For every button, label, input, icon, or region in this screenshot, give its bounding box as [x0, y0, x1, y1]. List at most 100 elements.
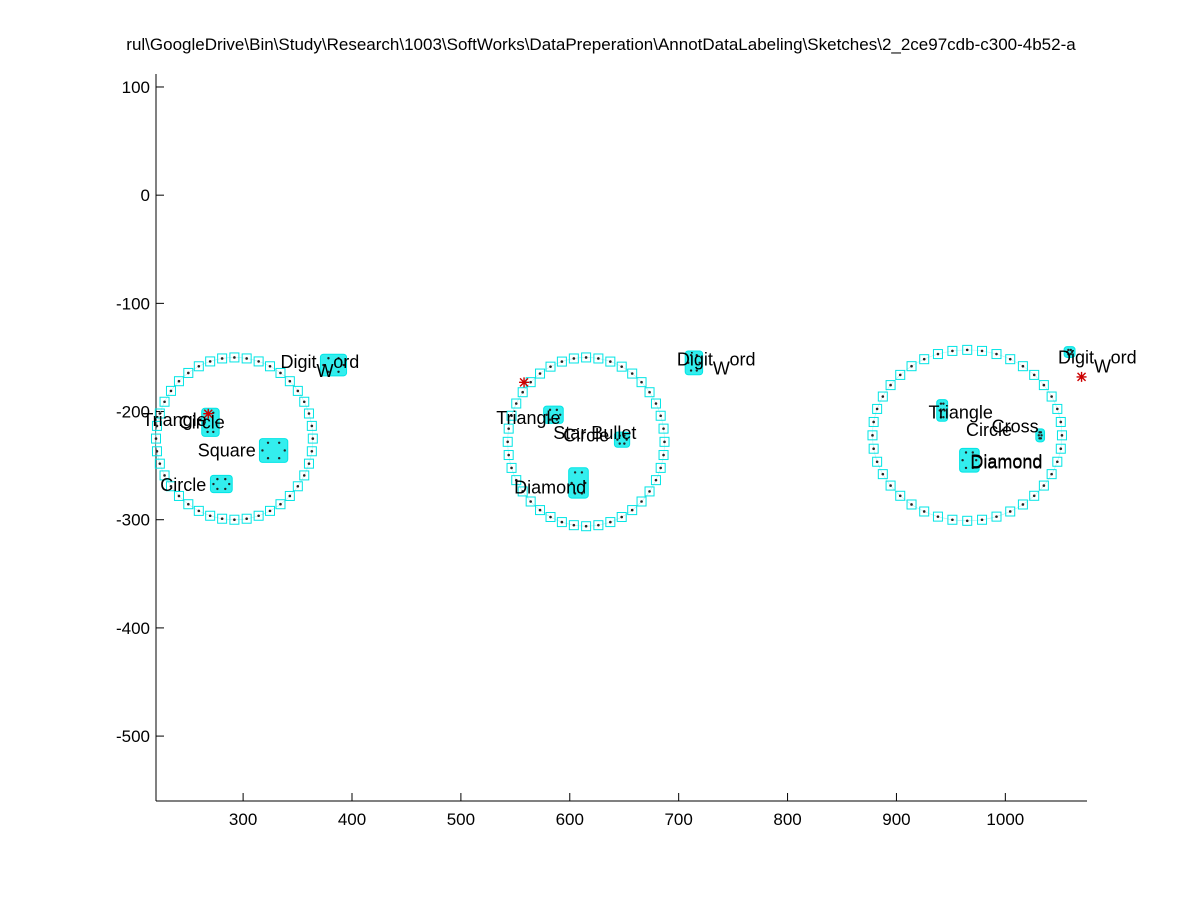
cluster-point [1040, 434, 1043, 437]
sample-marker-box [183, 499, 194, 510]
cluster-point [584, 481, 587, 485]
cluster-point [1065, 350, 1069, 354]
sample-point [169, 484, 173, 488]
sample-marker-box [650, 398, 661, 409]
sample-marker-box [605, 517, 616, 528]
sample-marker-box [253, 510, 264, 521]
sample-point [881, 395, 885, 398]
sample-marker-box [229, 514, 240, 525]
sample-marker-box [1052, 403, 1063, 414]
sample-point [871, 434, 874, 437]
sample-marker-box [877, 469, 888, 480]
sample-point [584, 524, 588, 528]
sample-point [898, 494, 902, 498]
sample-point [506, 440, 510, 444]
sample-marker-box [151, 420, 162, 431]
shape-cluster [1035, 428, 1046, 443]
sample-point [514, 478, 518, 482]
sample-marker-box [205, 356, 216, 367]
sample-marker-box [264, 505, 275, 516]
sample-marker-box [159, 470, 170, 481]
stroke-start-marker [1076, 371, 1087, 382]
sample-point [538, 372, 542, 375]
sample-point [630, 372, 634, 375]
sample-marker-box [299, 396, 310, 407]
annotation-label: DigitWord [1058, 347, 1137, 376]
shape-cluster [1063, 346, 1076, 358]
sample-marker-box [159, 396, 170, 407]
sample-point [1056, 407, 1059, 411]
sample-marker-box [581, 521, 592, 532]
sample-marker-box [636, 377, 647, 388]
sample-point [510, 414, 513, 418]
sample-marker-box [284, 376, 295, 387]
sample-point [169, 389, 173, 393]
sample-marker-box [1055, 443, 1066, 454]
y-tick-label: -300 [116, 511, 150, 530]
x-tick-label: 300 [229, 810, 257, 829]
sample-marker-box [205, 510, 216, 521]
cluster-point [623, 434, 626, 437]
sample-marker-box [284, 490, 295, 501]
sample-marker-box [154, 458, 165, 469]
sample-point [288, 379, 292, 383]
sample-marker-box [165, 385, 176, 396]
sample-marker-box [1017, 499, 1028, 510]
sample-marker-box [877, 391, 888, 402]
sample-point [521, 490, 524, 493]
annotation-label: Diamond [970, 451, 1042, 471]
shape-cluster [568, 467, 589, 499]
sample-marker-box [264, 361, 275, 372]
cluster-point [283, 449, 286, 452]
sample-point [872, 420, 875, 424]
sample-point [898, 373, 902, 377]
cluster-point [277, 441, 281, 444]
sample-point [507, 427, 510, 430]
sample-point [597, 523, 600, 527]
annotation-label: Circle [160, 475, 206, 495]
cluster-point [327, 370, 330, 373]
cluster-point [224, 477, 227, 481]
sample-point [158, 462, 162, 465]
cluster-point [216, 487, 219, 491]
sample-marker-box [165, 481, 176, 492]
sample-marker-box [1046, 469, 1057, 480]
annotation-label: DigitWord [281, 352, 360, 381]
sample-point [302, 474, 306, 477]
sample-point [560, 360, 564, 363]
sample-point [187, 502, 190, 506]
sample-point [1050, 395, 1053, 398]
sample-marker-box [655, 462, 666, 473]
sample-marker-box [872, 403, 883, 414]
cluster-point [961, 459, 964, 462]
sample-point [640, 500, 643, 503]
cluster-point [939, 416, 943, 419]
sample-point [177, 494, 181, 498]
cluster-point [695, 353, 698, 357]
cluster-point [938, 409, 941, 412]
cluster-point [971, 466, 974, 470]
cluster-point [939, 402, 943, 405]
sample-point [1042, 383, 1046, 387]
cluster-point [625, 438, 628, 441]
cluster-point [943, 409, 946, 412]
annotation-label: DigitWord [677, 350, 756, 379]
sample-point [310, 449, 314, 453]
sample-marker-box [183, 367, 194, 378]
sample-marker-box [502, 436, 513, 447]
sample-marker-box [535, 505, 546, 516]
sample-marker-box [947, 345, 958, 356]
annotation-label: Cross [992, 417, 1039, 437]
sample-marker-box [503, 450, 514, 461]
shape-cluster [319, 353, 348, 377]
sample-marker-box [253, 356, 264, 367]
sample-point [197, 509, 201, 513]
sample-marker-box [947, 514, 958, 525]
sample-marker-box [895, 369, 906, 380]
sample-point [995, 352, 998, 356]
sample-point [910, 503, 913, 506]
x-tick-label: 1000 [986, 810, 1024, 829]
sample-point [514, 402, 518, 405]
sample-marker-box [307, 433, 318, 444]
shape-cluster [543, 405, 564, 424]
